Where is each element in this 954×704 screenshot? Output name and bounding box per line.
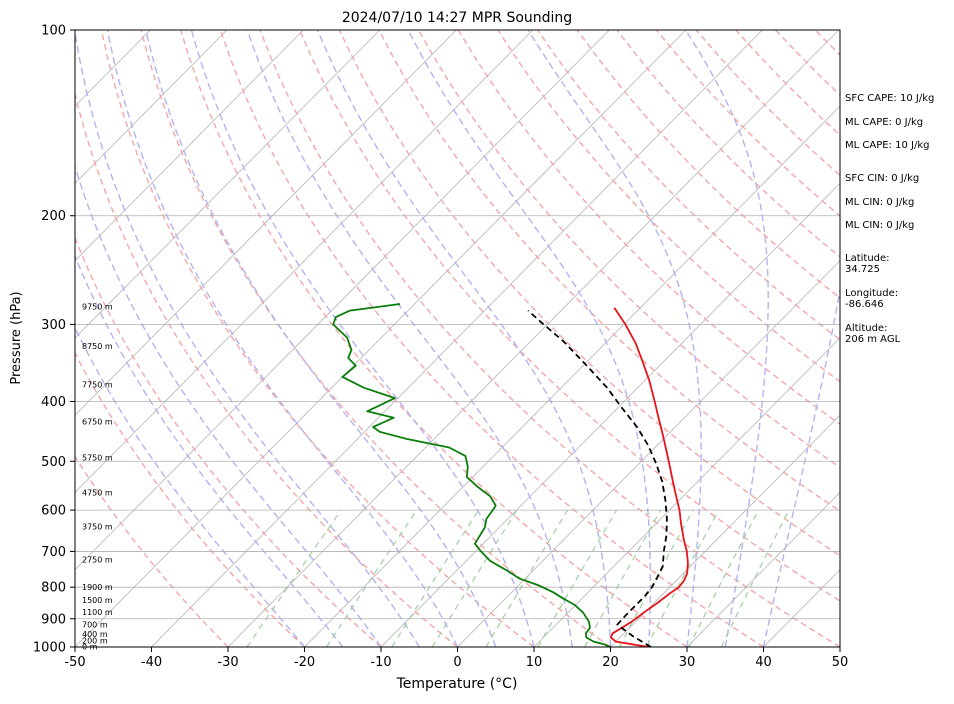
- y-tick-label: 700: [41, 545, 66, 560]
- x-tick-label: 0: [453, 655, 461, 670]
- x-tick-label: -20: [294, 655, 315, 670]
- y-tick-label: 300: [41, 318, 66, 333]
- x-tick-label: -30: [217, 655, 238, 670]
- height-label: 2750 m: [82, 556, 113, 565]
- y-tick-label: 200: [41, 209, 66, 224]
- x-tick-label: 10: [526, 655, 543, 670]
- height-label: 9750 m: [82, 302, 113, 311]
- height-label: 1900 m: [82, 583, 113, 592]
- latitude-annotation: Latitude: 34.725: [845, 253, 890, 275]
- ml-cape-annotation-2: ML CAPE: 10 J/kg: [845, 140, 929, 151]
- y-tick-label: 800: [41, 581, 66, 596]
- x-tick-label: 20: [602, 655, 619, 670]
- y-axis-label: Pressure (hPa): [9, 291, 24, 384]
- x-tick-label: 30: [679, 655, 696, 670]
- y-tick-label: 1000: [33, 641, 66, 656]
- altitude-annotation: Altitude: 206 m AGL: [845, 323, 900, 345]
- chart-title: 2024/07/10 14:27 MPR Sounding: [342, 10, 572, 26]
- height-label: 5750 m: [82, 454, 113, 463]
- ml-cape-annotation: ML CAPE: 0 J/kg: [845, 117, 923, 128]
- height-label: 400 m: [82, 630, 108, 639]
- height-label: 700 m: [82, 621, 108, 630]
- y-tick-label: 500: [41, 455, 66, 470]
- x-tick-label: 40: [755, 655, 772, 670]
- height-label: 8750 m: [82, 342, 113, 351]
- longitude-annotation: Longitude: -86.646: [845, 288, 898, 310]
- sfc-cin-annotation: SFC CIN: 0 J/kg: [845, 173, 919, 184]
- x-tick-label: 50: [832, 655, 849, 670]
- y-tick-label: 400: [41, 395, 66, 410]
- height-label: 1500 m: [82, 596, 113, 605]
- sfc-cape-annotation: SFC CAPE: 10 J/kg: [845, 93, 934, 104]
- ml-cin-annotation-2: ML CIN: 0 J/kg: [845, 220, 914, 231]
- height-label: 3750 m: [82, 522, 113, 531]
- x-tick-label: -50: [64, 655, 85, 670]
- height-label: 6750 m: [82, 418, 113, 427]
- x-axis-label: Temperature (°C): [396, 676, 518, 692]
- x-tick-label: -10: [370, 655, 391, 670]
- y-tick-label: 900: [41, 612, 66, 627]
- height-label: 4750 m: [82, 489, 113, 498]
- height-label: 1100 m: [82, 608, 113, 617]
- x-tick-label: -40: [141, 655, 162, 670]
- ml-cin-annotation: ML CIN: 0 J/kg: [845, 197, 914, 208]
- y-tick-label: 600: [41, 504, 66, 519]
- height-label: 7750 m: [82, 380, 113, 389]
- y-tick-label: 100: [41, 24, 66, 39]
